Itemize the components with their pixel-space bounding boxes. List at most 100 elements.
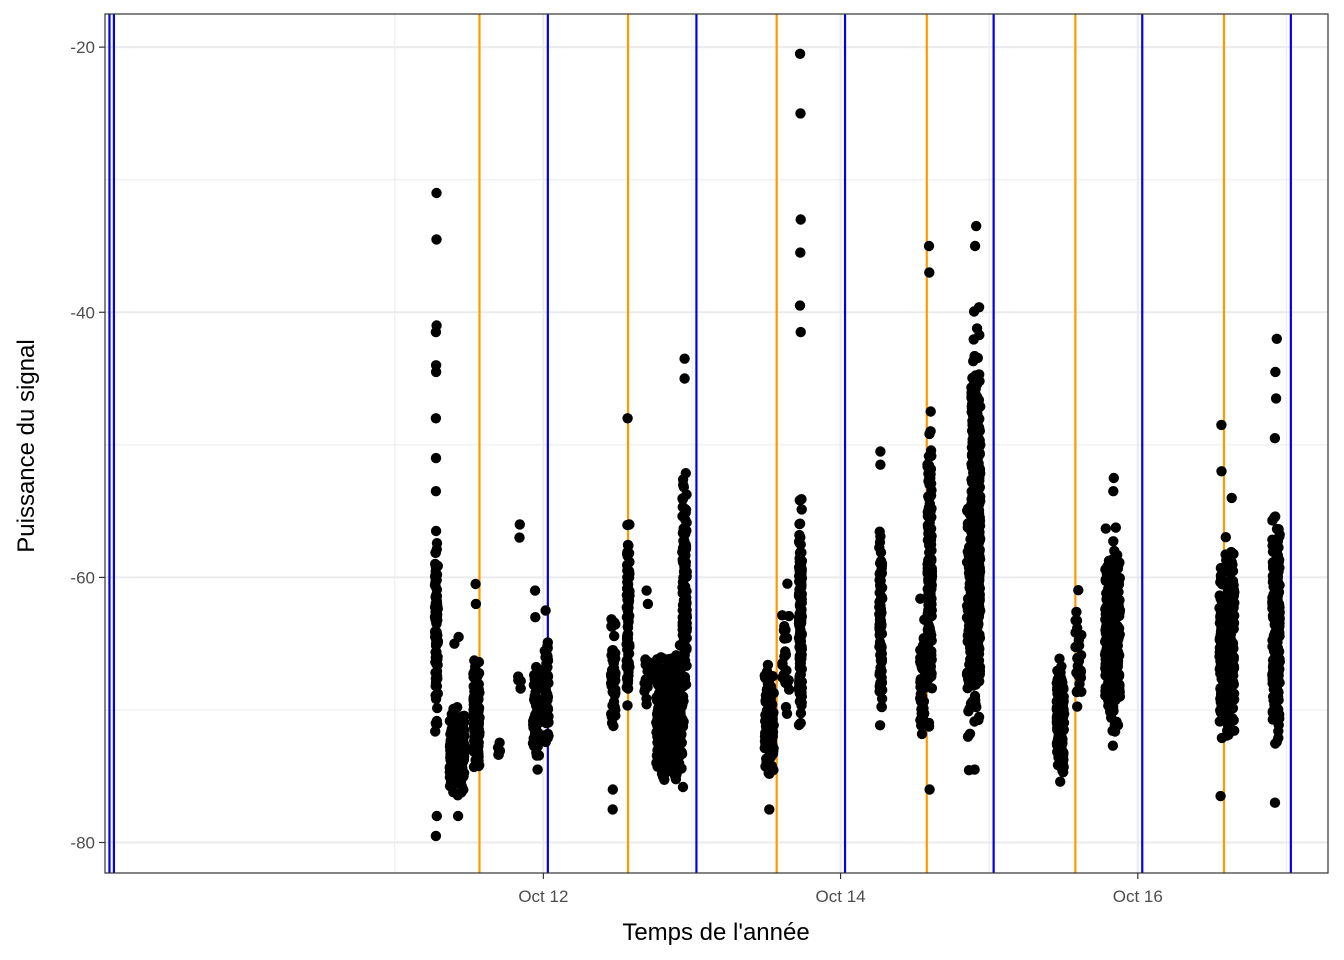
- data-point: [968, 356, 979, 367]
- data-point: [925, 503, 937, 515]
- data-point: [1107, 725, 1118, 736]
- data-point: [529, 585, 541, 596]
- data-point: [875, 662, 886, 673]
- point-cluster: [651, 640, 689, 793]
- data-point: [430, 830, 442, 842]
- data-point: [494, 745, 506, 757]
- data-point: [1101, 569, 1113, 580]
- data-point: [1110, 667, 1121, 679]
- data-point: [795, 596, 806, 607]
- data-point: [431, 596, 442, 607]
- data-point: [432, 688, 443, 699]
- data-point: [1071, 606, 1082, 618]
- data-point: [1055, 776, 1066, 787]
- data-point: [430, 627, 441, 639]
- data-point: [970, 522, 981, 533]
- data-point: [926, 646, 937, 657]
- data-point: [678, 479, 689, 491]
- y-tick-label: -80: [70, 834, 95, 853]
- point-cluster: [1267, 333, 1285, 808]
- data-point: [1072, 653, 1083, 664]
- data-point: [1100, 686, 1111, 697]
- data-point: [665, 676, 677, 687]
- data-point: [1110, 522, 1122, 533]
- data-point: [1269, 433, 1281, 444]
- data-point: [923, 599, 934, 611]
- data-point: [450, 755, 461, 766]
- data-point: [1072, 701, 1083, 712]
- data-point: [968, 334, 979, 345]
- data-point: [677, 557, 689, 568]
- data-point: [622, 675, 634, 686]
- data-point: [1108, 486, 1119, 497]
- data-point: [1053, 752, 1064, 763]
- data-point: [679, 353, 690, 364]
- data-point: [795, 108, 806, 119]
- data-point: [430, 673, 442, 684]
- data-point: [1107, 740, 1119, 751]
- data-point: [974, 643, 985, 655]
- data-point: [662, 711, 673, 722]
- data-point: [1073, 585, 1084, 596]
- data-point: [1274, 529, 1285, 540]
- data-point: [1270, 393, 1282, 404]
- point-cluster: [1220, 492, 1240, 741]
- data-point: [431, 544, 442, 555]
- data-point: [1110, 610, 1121, 622]
- data-point: [966, 474, 977, 485]
- data-point: [431, 810, 442, 822]
- data-point: [766, 690, 777, 701]
- data-point: [1100, 523, 1112, 534]
- data-point: [924, 784, 935, 795]
- data-point: [664, 748, 675, 759]
- data-point: [677, 587, 688, 599]
- data-point: [432, 659, 443, 671]
- data-point: [539, 735, 551, 746]
- point-cluster: [539, 605, 554, 748]
- data-point: [608, 696, 620, 708]
- data-point: [876, 701, 887, 713]
- data-point: [609, 630, 620, 642]
- data-point: [974, 482, 985, 494]
- data-point: [923, 556, 934, 568]
- data-point: [794, 300, 806, 311]
- data-point: [1107, 622, 1118, 633]
- data-point: [622, 605, 634, 617]
- data-point: [780, 649, 792, 660]
- panel-border: [104, 13, 1329, 874]
- data-point: [1272, 695, 1283, 707]
- data-point: [796, 565, 807, 577]
- data-point: [681, 643, 692, 655]
- data-point: [1215, 790, 1226, 802]
- data-point: [1267, 540, 1279, 552]
- point-layer: [429, 48, 1285, 842]
- data-point: [679, 373, 690, 384]
- data-point: [540, 716, 552, 728]
- data-point: [876, 582, 888, 593]
- data-point: [671, 754, 682, 765]
- data-point: [970, 694, 981, 706]
- data-point: [1273, 557, 1284, 568]
- data-point: [531, 700, 542, 712]
- data-point: [925, 534, 937, 546]
- data-point: [795, 247, 806, 258]
- data-point: [1271, 549, 1283, 560]
- data-point: [622, 413, 633, 424]
- data-point: [1268, 578, 1280, 589]
- data-point: [470, 598, 482, 610]
- data-point: [795, 630, 807, 642]
- data-point: [494, 737, 505, 748]
- data-point: [1214, 590, 1225, 601]
- data-point: [1226, 492, 1237, 504]
- data-point: [470, 578, 481, 590]
- data-point: [1273, 704, 1284, 715]
- data-point: [923, 468, 934, 479]
- data-point: [642, 681, 653, 693]
- data-point: [967, 544, 978, 555]
- data-point: [652, 654, 663, 665]
- data-point: [1054, 700, 1065, 712]
- data-point: [1220, 532, 1232, 543]
- data-point: [652, 666, 663, 678]
- data-point: [429, 579, 441, 591]
